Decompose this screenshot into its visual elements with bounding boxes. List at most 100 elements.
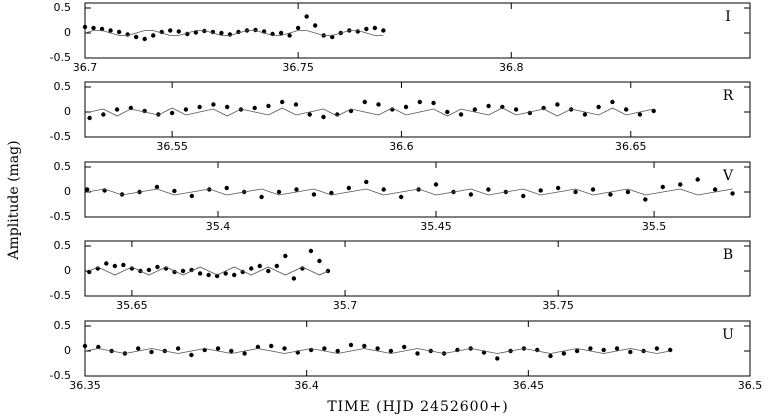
data-point bbox=[329, 190, 334, 196]
data-point bbox=[114, 107, 120, 112]
data-point bbox=[142, 36, 147, 42]
data-point bbox=[608, 192, 613, 197]
panel-label: U bbox=[722, 327, 734, 343]
data-point bbox=[180, 268, 186, 274]
data-point bbox=[202, 28, 207, 34]
x-tick-label: 36.8 bbox=[499, 61, 524, 74]
data-point bbox=[431, 100, 436, 106]
data-point bbox=[362, 343, 367, 349]
data-point bbox=[84, 187, 90, 192]
data-point bbox=[321, 114, 326, 120]
x-tick-label: 35.5 bbox=[642, 220, 667, 233]
data-point bbox=[372, 25, 378, 31]
data-point bbox=[227, 32, 233, 37]
y-tick-label: 0 bbox=[64, 344, 71, 357]
y-tick-label: -0.5 bbox=[50, 210, 71, 223]
data-point bbox=[294, 187, 299, 192]
data-point bbox=[548, 353, 553, 359]
panel-frame bbox=[84, 2, 751, 59]
panel-frame bbox=[84, 320, 751, 377]
data-point bbox=[276, 189, 282, 195]
x-tick-label: 36.55 bbox=[156, 140, 188, 153]
data-point bbox=[249, 266, 254, 271]
data-point bbox=[381, 187, 386, 192]
data-point bbox=[99, 26, 105, 32]
model-curve bbox=[89, 266, 329, 276]
data-point bbox=[610, 99, 615, 105]
data-point bbox=[346, 185, 352, 191]
data-point bbox=[82, 24, 88, 30]
data-point bbox=[712, 187, 718, 192]
data-point bbox=[269, 343, 274, 349]
data-point bbox=[283, 253, 288, 259]
data-point bbox=[601, 347, 606, 353]
data-point bbox=[561, 351, 566, 356]
data-point bbox=[119, 192, 125, 197]
data-point bbox=[82, 343, 88, 349]
data-point bbox=[596, 104, 601, 110]
data-point bbox=[219, 30, 224, 36]
data-point bbox=[146, 267, 152, 273]
data-point bbox=[151, 33, 156, 38]
data-point bbox=[307, 112, 312, 117]
data-point bbox=[573, 189, 578, 195]
panel-label: I bbox=[725, 9, 731, 25]
y-axis-label: Amplitude (mag) bbox=[6, 140, 22, 260]
x-tick-label: 36.35 bbox=[69, 379, 101, 392]
y-tick-label: 0.5 bbox=[54, 160, 72, 173]
data-point bbox=[416, 187, 421, 192]
x-axis-label: TIME (HJD 2452600+) bbox=[327, 399, 508, 415]
data-point bbox=[172, 188, 177, 194]
data-point bbox=[362, 99, 367, 105]
data-point bbox=[278, 30, 284, 36]
x-tick-label: 35.7 bbox=[333, 299, 358, 312]
data-point bbox=[259, 194, 264, 200]
data-point bbox=[500, 104, 505, 110]
y-tick-label: 0 bbox=[64, 105, 71, 118]
data-point bbox=[224, 185, 229, 191]
data-point bbox=[287, 33, 292, 38]
data-point bbox=[513, 107, 519, 112]
data-point bbox=[388, 348, 394, 354]
data-point bbox=[568, 107, 574, 112]
data-point bbox=[678, 182, 683, 187]
data-point bbox=[168, 28, 173, 33]
data-point bbox=[654, 346, 660, 351]
data-point bbox=[96, 344, 101, 350]
y-tick-label: 0.5 bbox=[54, 1, 72, 14]
data-point bbox=[521, 193, 526, 199]
data-point bbox=[695, 177, 700, 182]
model-curve bbox=[84, 30, 384, 36]
data-point bbox=[472, 107, 478, 112]
data-point bbox=[257, 263, 262, 269]
y-tick-label: -0.5 bbox=[50, 51, 71, 64]
data-point bbox=[197, 104, 202, 110]
data-point bbox=[266, 268, 271, 274]
data-point bbox=[211, 102, 216, 107]
data-point bbox=[623, 107, 629, 112]
data-point bbox=[651, 108, 656, 114]
y-tick-label: 0 bbox=[64, 26, 71, 39]
data-point bbox=[156, 112, 161, 117]
data-point bbox=[376, 102, 381, 107]
data-point bbox=[625, 189, 631, 195]
data-point bbox=[175, 346, 181, 351]
data-point bbox=[555, 185, 561, 191]
data-point bbox=[495, 356, 500, 361]
x-tick-label: 36.4 bbox=[294, 379, 319, 392]
data-point bbox=[348, 342, 354, 348]
data-point bbox=[486, 187, 491, 192]
data-point bbox=[538, 188, 543, 193]
data-point bbox=[274, 263, 280, 269]
model-curve bbox=[89, 107, 654, 117]
data-point bbox=[614, 346, 620, 351]
y-tick-label: 0.5 bbox=[54, 239, 72, 252]
data-point bbox=[238, 107, 244, 112]
data-point bbox=[445, 109, 450, 115]
data-point bbox=[133, 34, 139, 40]
data-point bbox=[317, 258, 322, 264]
data-point bbox=[335, 348, 340, 354]
data-point bbox=[555, 102, 560, 107]
data-point bbox=[183, 107, 189, 112]
data-point bbox=[415, 351, 420, 356]
